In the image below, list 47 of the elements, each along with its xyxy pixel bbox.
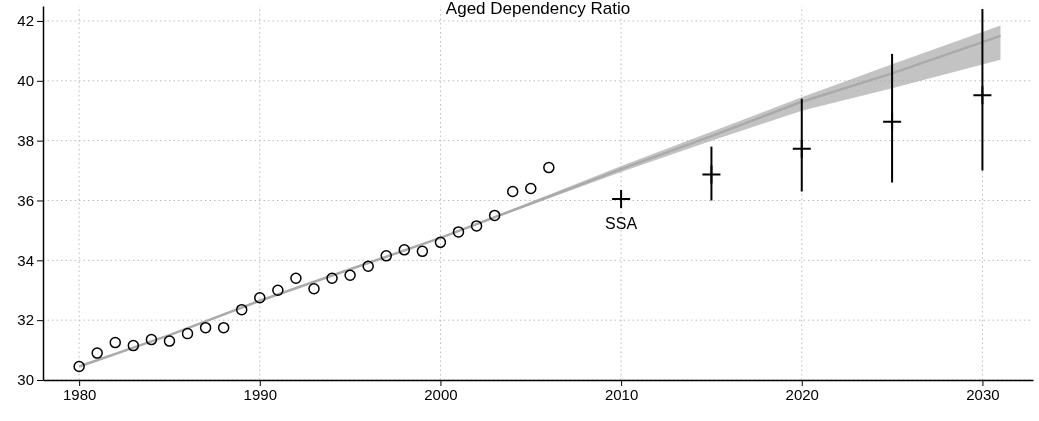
- point: [543, 161, 555, 174]
- point: [470, 220, 483, 232]
- y-tick-label: 34: [17, 251, 34, 269]
- point: [163, 335, 176, 347]
- point: [181, 327, 194, 340]
- point: [235, 303, 248, 316]
- y-tick-label: 32: [17, 311, 34, 329]
- point: [73, 360, 85, 373]
- point: [145, 333, 158, 346]
- point: [127, 339, 140, 352]
- point: [791, 138, 812, 159]
- x-tick-label: 1980: [62, 385, 97, 403]
- point: [109, 336, 122, 349]
- point: [217, 321, 230, 334]
- chart-title: Aged Dependency Ratio: [445, 0, 631, 18]
- point: [434, 236, 447, 249]
- point: [882, 111, 903, 132]
- point: [362, 260, 374, 273]
- point: [701, 164, 722, 185]
- point: [91, 347, 103, 359]
- x-tick-label: 2000: [424, 385, 458, 403]
- point: [488, 209, 501, 222]
- point: [326, 272, 338, 285]
- annotation: SSA: [605, 214, 638, 232]
- point: [272, 284, 284, 296]
- x-tick-label: 2020: [785, 385, 819, 403]
- point: [506, 185, 519, 198]
- point: [380, 250, 392, 262]
- x-tick-label: 1990: [243, 385, 277, 403]
- point: [308, 282, 320, 295]
- y-tick-label: 36: [17, 191, 34, 209]
- point: [972, 85, 993, 106]
- x-tick-label: 2010: [604, 385, 639, 403]
- x-tick-label: 2030: [966, 385, 1000, 403]
- point: [344, 269, 356, 282]
- point: [611, 188, 632, 209]
- point: [416, 245, 429, 258]
- y-tick-label: 38: [17, 131, 34, 149]
- y-tick-label: 42: [17, 12, 34, 30]
- point: [290, 272, 302, 285]
- point: [199, 321, 212, 334]
- y-tick-label: 30: [17, 371, 34, 389]
- point: [254, 291, 266, 304]
- point: [525, 182, 537, 195]
- point: [452, 226, 465, 238]
- y-tick-label: 40: [17, 72, 34, 90]
- point: [398, 244, 411, 256]
